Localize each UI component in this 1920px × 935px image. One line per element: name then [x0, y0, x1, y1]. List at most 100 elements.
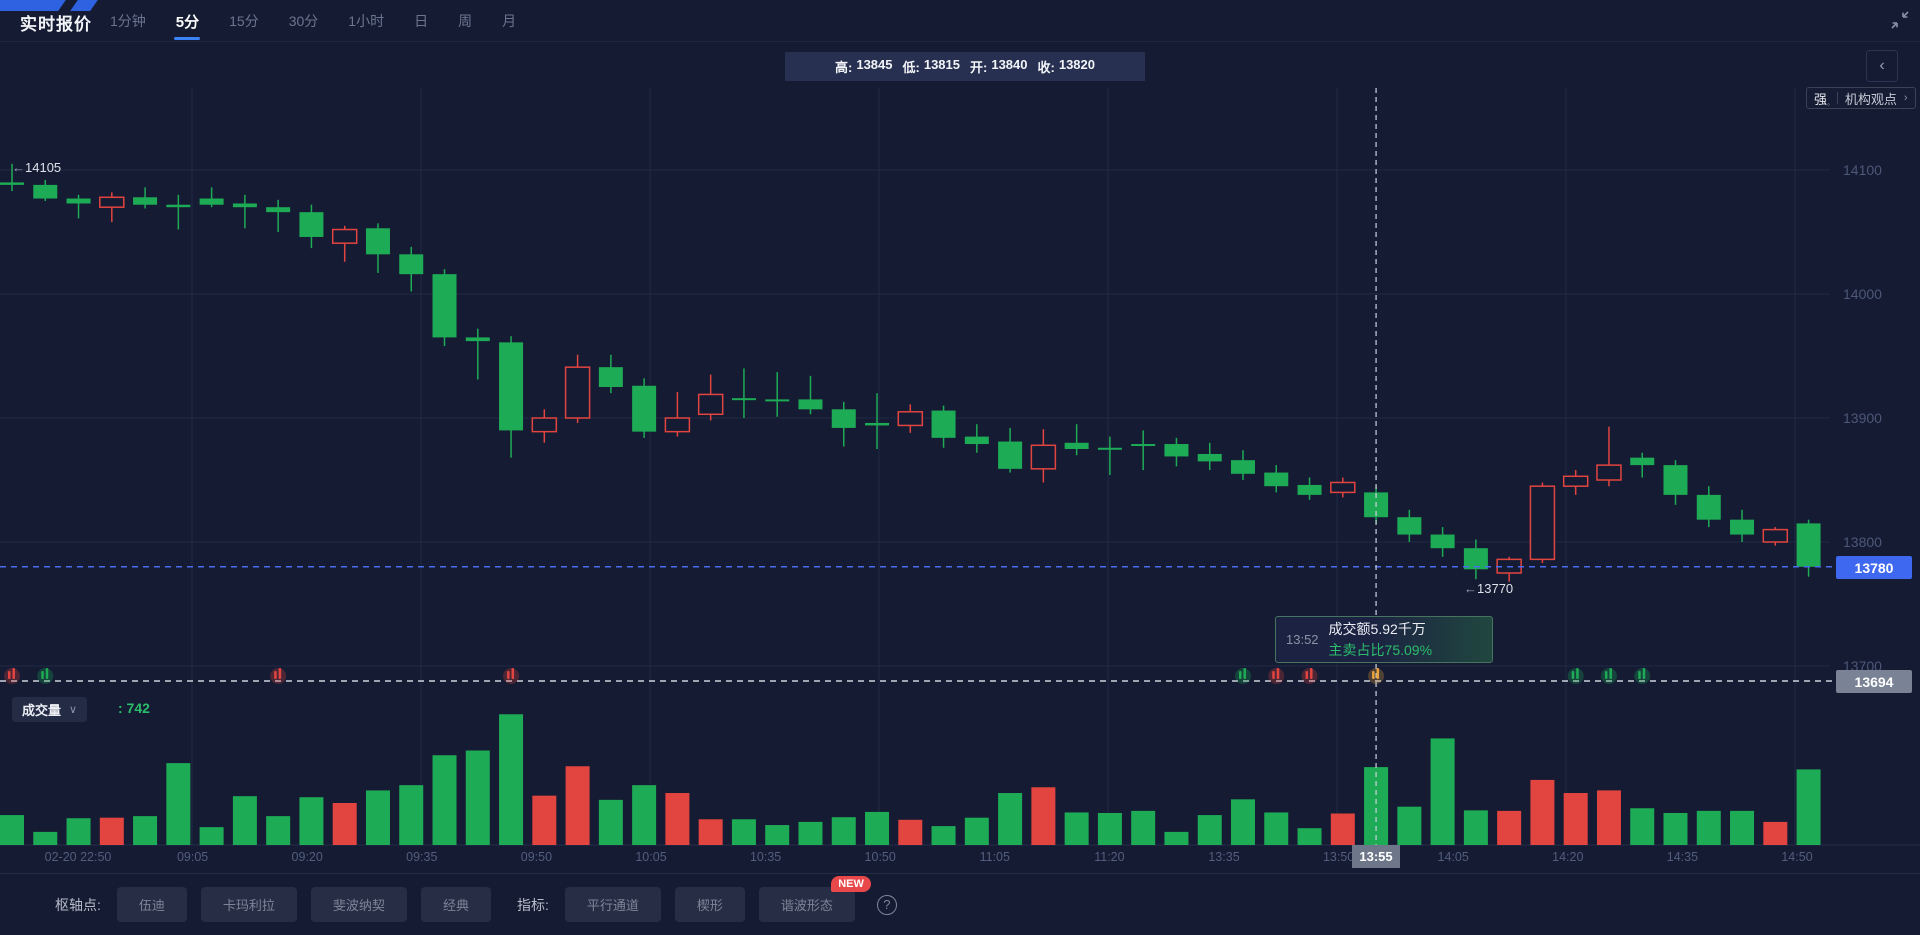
candle-body-up[interactable] — [697, 393, 724, 416]
candle-body-down[interactable] — [1730, 519, 1755, 535]
candle-body-down[interactable] — [1064, 442, 1089, 449]
volume-bar[interactable] — [432, 755, 457, 845]
toolbar-button-平行通道[interactable]: 平行通道 — [564, 887, 661, 922]
volume-bar[interactable] — [731, 819, 756, 845]
candle-body-up[interactable] — [1596, 464, 1622, 481]
volume-bar[interactable] — [332, 803, 357, 845]
candle-body-down[interactable] — [133, 197, 158, 205]
candle-body-down[interactable] — [1630, 457, 1655, 466]
candle-body-down[interactable] — [1796, 523, 1821, 567]
volume-bar[interactable] — [1497, 810, 1522, 845]
candle-body-down[interactable] — [365, 228, 390, 255]
volume-bar[interactable] — [0, 815, 24, 845]
volume-bar[interactable] — [1430, 738, 1455, 845]
candle-body-down[interactable] — [1131, 444, 1156, 447]
candle-body-down[interactable] — [831, 409, 856, 428]
tab-月[interactable]: 月 — [502, 13, 517, 29]
volume-bar[interactable] — [532, 795, 557, 845]
candle-body-down[interactable] — [798, 399, 823, 410]
help-icon[interactable]: ? — [876, 894, 897, 915]
volume-bar[interactable] — [632, 785, 657, 845]
volume-bar[interactable] — [266, 816, 291, 845]
volume-bar[interactable] — [1164, 831, 1189, 845]
candle-body-down[interactable] — [499, 342, 524, 431]
volume-bar[interactable] — [1031, 787, 1056, 845]
candle-body-up[interactable] — [1762, 528, 1789, 543]
candle-body-up[interactable] — [1562, 475, 1589, 487]
volume-bar[interactable] — [998, 793, 1023, 845]
volume-bar[interactable] — [499, 714, 524, 845]
toolbar-button-伍迪[interactable]: 伍迪 — [116, 887, 187, 922]
tab-日[interactable]: 日 — [414, 13, 429, 29]
toolbar-button-楔形[interactable]: 楔形 — [674, 887, 745, 922]
volume-bar[interactable] — [1064, 812, 1089, 845]
candle-body-up[interactable] — [99, 196, 125, 208]
tab-5分[interactable]: 5分 — [174, 1, 201, 42]
volume-bar[interactable] — [66, 818, 91, 845]
volume-bar[interactable] — [399, 785, 424, 845]
candle-body-down[interactable] — [1230, 460, 1255, 474]
candle-body-down[interactable] — [765, 399, 790, 402]
tab-15分[interactable]: 15分 — [229, 13, 259, 29]
volume-bar[interactable] — [199, 827, 224, 845]
volume-bar[interactable] — [166, 763, 191, 845]
candle-body-up[interactable] — [1529, 485, 1556, 561]
candle-body-down[interactable] — [1097, 447, 1122, 450]
volume-bar[interactable] — [1397, 806, 1422, 845]
volume-bar[interactable] — [698, 819, 723, 845]
volume-bar[interactable] — [765, 825, 790, 845]
volume-bar[interactable] — [1230, 799, 1255, 845]
candle-body-down[interactable] — [1430, 534, 1455, 549]
candle-body-down[interactable] — [232, 203, 257, 208]
volume-bar[interactable] — [798, 821, 823, 845]
institution-view-link[interactable]: 强 机构观点 › — [1806, 87, 1916, 109]
volume-bar[interactable] — [365, 790, 390, 845]
candle-body-down[interactable] — [964, 436, 989, 445]
volume-bar[interactable] — [865, 811, 890, 845]
candle-body-down[interactable] — [432, 274, 457, 338]
volume-bar[interactable] — [1131, 810, 1156, 845]
candle-body-down[interactable] — [199, 198, 224, 205]
volume-bar[interactable] — [1364, 767, 1389, 845]
candle-body-down[interactable] — [1397, 517, 1422, 535]
candle-body-up[interactable] — [331, 228, 358, 244]
candle-body-down[interactable] — [66, 198, 91, 204]
volume-bar[interactable] — [1264, 812, 1289, 845]
candle-body-down[interactable] — [998, 441, 1023, 469]
candle-body-down[interactable] — [1696, 494, 1721, 520]
exit-fullscreen-icon[interactable] — [1888, 8, 1912, 32]
candle-body-down[interactable] — [266, 207, 291, 213]
volume-bar[interactable] — [1796, 769, 1821, 845]
candle-body-down[interactable] — [0, 182, 24, 185]
candle-body-up[interactable] — [1030, 444, 1057, 470]
tab-1分钟[interactable]: 1分钟 — [110, 13, 146, 29]
tab-周[interactable]: 周 — [458, 13, 473, 29]
candle-body-up[interactable] — [531, 417, 558, 433]
volume-bar[interactable] — [1563, 793, 1588, 845]
volume-bar[interactable] — [1663, 812, 1688, 845]
volume-bar[interactable] — [1763, 821, 1788, 845]
volume-bar[interactable] — [1330, 813, 1355, 846]
candle-body-down[interactable] — [731, 398, 756, 401]
candle-body-down[interactable] — [33, 184, 58, 199]
volume-bar[interactable] — [1297, 828, 1322, 845]
candle-body-down[interactable] — [399, 254, 424, 275]
volume-bar[interactable] — [1097, 812, 1122, 845]
candle-body-up[interactable] — [1330, 481, 1356, 494]
candle-body-down[interactable] — [931, 410, 956, 438]
tab-30分[interactable]: 30分 — [288, 13, 319, 29]
volume-bar[interactable] — [565, 766, 590, 845]
candle-body-down[interactable] — [299, 212, 324, 237]
candle-body-down[interactable] — [465, 337, 490, 342]
toolbar-button-卡玛利拉[interactable]: 卡玛利拉 — [200, 887, 297, 922]
volume-bar[interactable] — [831, 817, 856, 845]
candle-body-down[interactable] — [598, 367, 623, 387]
candle-body-down[interactable] — [1297, 484, 1322, 495]
volume-bar[interactable] — [1696, 810, 1721, 845]
volume-bar[interactable] — [1596, 790, 1621, 845]
volume-bar[interactable] — [665, 793, 690, 845]
volume-bar[interactable] — [1463, 810, 1488, 845]
candle-body-down[interactable] — [1197, 453, 1222, 462]
volume-bar[interactable] — [1630, 808, 1655, 845]
